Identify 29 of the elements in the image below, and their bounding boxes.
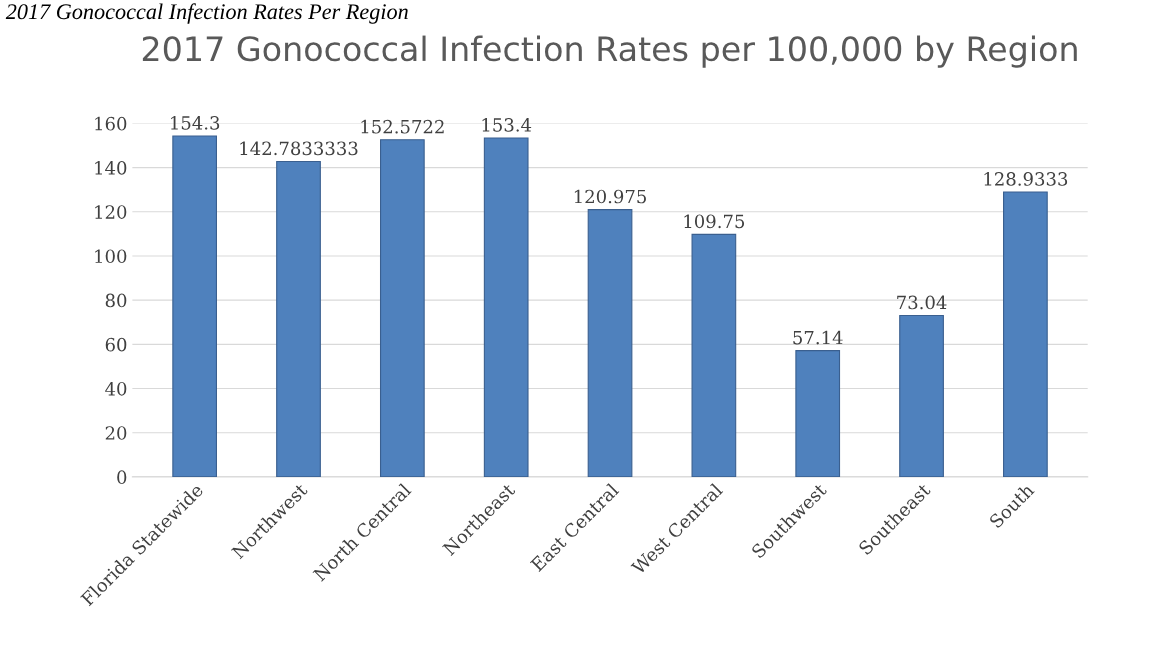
bar <box>172 135 218 477</box>
data-label: 73.04 <box>897 295 947 310</box>
y-tick-label: 80 <box>105 293 127 308</box>
bar <box>1003 191 1048 477</box>
bar <box>587 209 633 477</box>
data-label: 153.4 <box>482 118 532 132</box>
text: 2017 Gonococcal Infection Rates Per Region <box>5 3 408 24</box>
data-label: 128.9333 <box>984 172 1068 186</box>
bar <box>276 160 321 477</box>
data-label: 109.75 <box>684 214 745 229</box>
data-label: 120.975 <box>574 189 646 204</box>
y-tick-label: 60 <box>105 337 127 352</box>
bar <box>691 233 737 477</box>
bar <box>795 350 841 477</box>
y-tick-label: 100 <box>95 249 127 264</box>
y-tick-label: 20 <box>105 426 127 440</box>
data-label: 152.5722 <box>361 119 444 134</box>
data-label: 57.14 <box>793 330 843 345</box>
bar <box>899 314 944 477</box>
y-tick-label: 40 <box>105 381 127 396</box>
y-tick-label: 140 <box>95 161 127 175</box>
bar <box>379 139 425 477</box>
chart-title: 2017 Gonococcal Infection Rates per 100,000 by Region <box>142 35 1077 68</box>
y-tick-label: 120 <box>95 205 127 219</box>
y-tick-label: 0 <box>117 470 127 485</box>
data-label: 142.7833333 <box>240 141 358 156</box>
data-label: 154.3 <box>171 116 220 130</box>
y-tick-label: 160 <box>95 116 127 131</box>
bar <box>483 137 529 477</box>
